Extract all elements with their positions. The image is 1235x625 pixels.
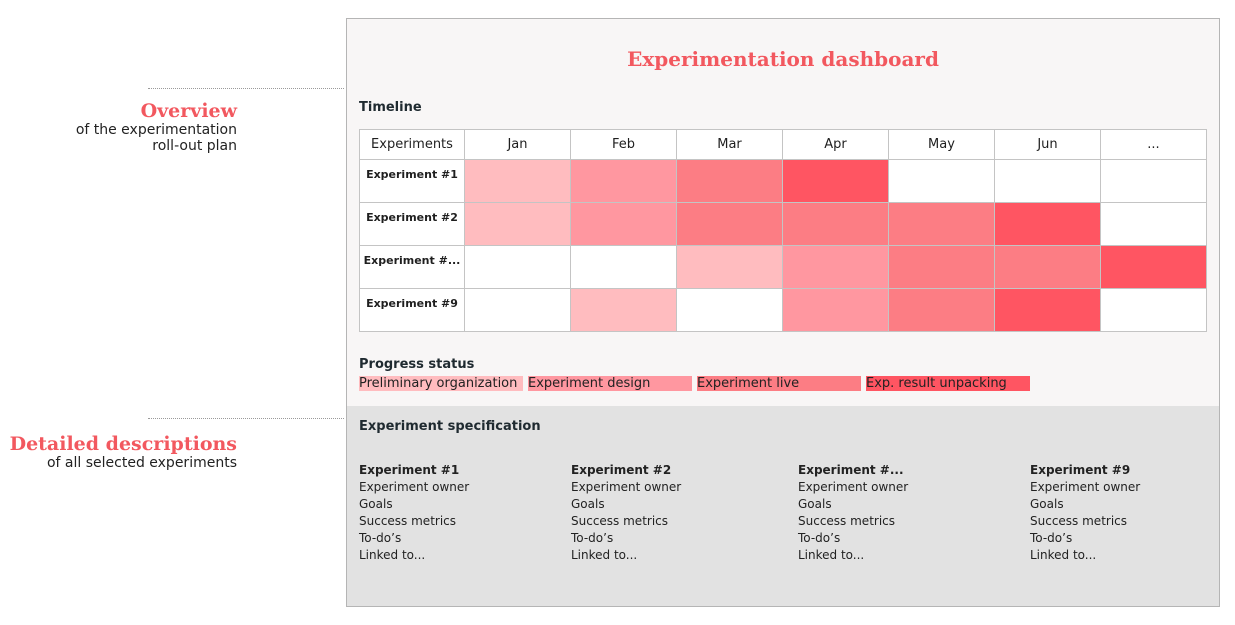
specification-column: Experiment #2 Experiment owner Goals Succes… xyxy=(571,462,681,564)
specification-field: To-do’s xyxy=(571,531,614,545)
timeline-cell-stage-1 xyxy=(570,288,677,332)
timeline-cell-stage-4 xyxy=(782,159,889,203)
progress-status-label: Progress status xyxy=(359,357,475,372)
experiment-row-label: Experiment #... xyxy=(359,245,465,289)
specification-field: Experiment owner xyxy=(798,480,909,494)
timeline-cell-empty xyxy=(676,288,783,332)
specification-field: Linked to... xyxy=(1030,548,1097,562)
timeline-row: Experiment #2 xyxy=(359,202,1207,246)
timeline-cell-stage-4 xyxy=(994,288,1101,332)
timeline-header-row: Experiments Jan Feb Mar Apr May Jun ... xyxy=(359,129,1207,160)
experiment-row-label: Experiment #2 xyxy=(359,202,465,246)
timeline-cell-stage-1 xyxy=(464,159,571,203)
timeline-cell-stage-3 xyxy=(676,159,783,203)
legend-item: Preliminary organization xyxy=(359,376,523,391)
column-header: Mar xyxy=(676,129,783,160)
specification-field: Success metrics xyxy=(1030,514,1128,528)
specification-label: Experiment specification xyxy=(359,419,541,434)
timeline-cell-stage-3 xyxy=(888,245,995,289)
timeline-cell-empty xyxy=(1100,159,1207,203)
experiment-specification-section: Experiment specification Experiment #1 Ex… xyxy=(347,406,1219,606)
experiment-row-label: Experiment #1 xyxy=(359,159,465,203)
legend-item: Experiment live xyxy=(697,376,861,391)
column-header: Jan xyxy=(464,129,571,160)
timeline-cell-empty xyxy=(464,288,571,332)
timeline-cell-stage-1 xyxy=(464,202,571,246)
dashboard-title: Experimentation dashboard xyxy=(627,47,939,71)
overview-subtitle-line: roll-out plan xyxy=(152,138,237,154)
timeline-cell-stage-4 xyxy=(994,202,1101,246)
dashboard-panel: Experimentation dashboard Timeline Exper… xyxy=(346,18,1220,607)
specification-field: Success metrics xyxy=(571,514,669,528)
timeline-label: Timeline xyxy=(359,100,422,115)
timeline-cell-stage-3 xyxy=(888,202,995,246)
column-header: Apr xyxy=(782,129,889,160)
column-header: Jun xyxy=(994,129,1101,160)
timeline-cell-stage-1 xyxy=(676,245,783,289)
timeline-cell-stage-2 xyxy=(570,159,677,203)
specification-experiment-name: Experiment #9 xyxy=(1030,463,1131,477)
specification-field: To-do’s xyxy=(798,531,841,545)
column-header: Experiments xyxy=(359,129,465,160)
specification-field: Goals xyxy=(798,497,832,511)
specification-column: Experiment #... Experiment owner Goals Succ… xyxy=(798,462,908,564)
legend-item: Experiment design xyxy=(528,376,692,391)
timeline-cell-stage-3 xyxy=(782,202,889,246)
progress-legend: Preliminary organization Experiment desi… xyxy=(359,376,1030,391)
specification-column: Experiment #9 Experiment owner Goals Succes… xyxy=(1030,462,1140,564)
overview-subtitle-line: of the experimentation xyxy=(75,122,237,138)
legend-item: Exp. result unpacking xyxy=(866,376,1030,391)
specification-field: Linked to... xyxy=(798,548,865,562)
specification-experiment-name: Experiment #1 xyxy=(359,463,460,477)
specification-field: Goals xyxy=(359,497,393,511)
column-header: May xyxy=(888,129,995,160)
timeline-cell-empty xyxy=(1100,288,1207,332)
timeline-cell-stage-4 xyxy=(1100,245,1207,289)
specification-field: To-do’s xyxy=(359,531,402,545)
specification-field: Success metrics xyxy=(359,514,457,528)
details-annotation: Detailed descriptions of all selected ex… xyxy=(10,433,237,471)
experiment-row-label: Experiment #9 xyxy=(359,288,465,332)
specification-field: To-do’s xyxy=(1030,531,1073,545)
details-subtitle-line: of all selected experiments xyxy=(46,455,237,471)
timeline-cell-stage-2 xyxy=(782,288,889,332)
timeline-cell-empty xyxy=(888,159,995,203)
details-leader-line xyxy=(148,418,344,419)
specification-field: Success metrics xyxy=(798,514,896,528)
overview-annotation: Overview of the experimentation roll-out… xyxy=(76,100,237,154)
specification-field: Experiment owner xyxy=(1030,480,1141,494)
specification-field: Experiment owner xyxy=(359,480,470,494)
timeline-row: Experiment #... xyxy=(359,245,1207,289)
timeline-cell-stage-3 xyxy=(888,288,995,332)
specification-field: Goals xyxy=(571,497,605,511)
specification-column: Experiment #1 Experiment owner Goals Succes… xyxy=(359,462,469,564)
specification-experiment-name: Experiment #... xyxy=(798,463,904,477)
timeline-table: Experiments Jan Feb Mar Apr May Jun ... … xyxy=(359,129,1207,332)
timeline-cell-empty xyxy=(994,159,1101,203)
timeline-cell-stage-3 xyxy=(676,202,783,246)
timeline-cell-stage-3 xyxy=(994,245,1101,289)
column-header: Feb xyxy=(570,129,677,160)
specification-field: Goals xyxy=(1030,497,1064,511)
details-title: Detailed descriptions xyxy=(9,433,237,455)
timeline-cell-stage-2 xyxy=(570,202,677,246)
specification-experiment-name: Experiment #2 xyxy=(571,463,672,477)
timeline-cell-stage-2 xyxy=(782,245,889,289)
specification-field: Linked to... xyxy=(571,548,638,562)
timeline-cell-empty xyxy=(464,245,571,289)
timeline-cell-empty xyxy=(570,245,677,289)
overview-leader-line xyxy=(148,88,344,89)
timeline-cell-empty xyxy=(1100,202,1207,246)
overview-title: Overview xyxy=(140,100,237,122)
specification-field: Linked to... xyxy=(359,548,426,562)
timeline-row: Experiment #9 xyxy=(359,288,1207,332)
timeline-row: Experiment #1 xyxy=(359,159,1207,203)
column-header: ... xyxy=(1100,129,1207,160)
specification-field: Experiment owner xyxy=(571,480,682,494)
